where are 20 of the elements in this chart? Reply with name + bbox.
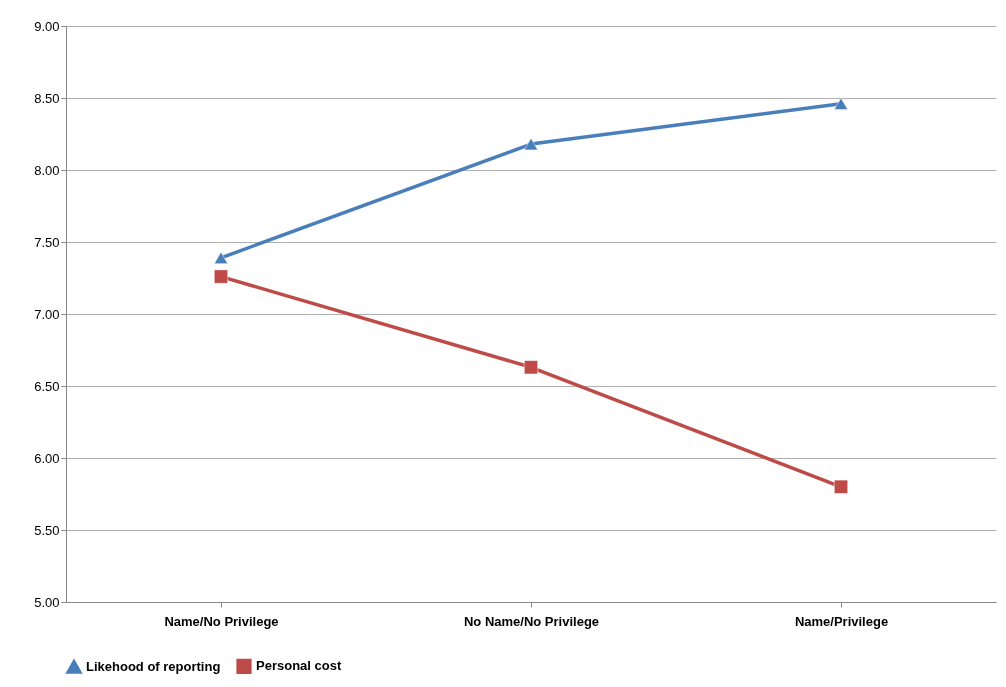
point — [524, 360, 538, 375]
x-tick-label: No Name/No Privilege — [463, 613, 600, 629]
legend-label: Likehood of reporting — [86, 658, 221, 674]
point — [214, 269, 228, 284]
y-tick-label: 5.50 — [34, 522, 60, 538]
point — [834, 479, 848, 494]
y-tick-label: 6.50 — [34, 378, 60, 394]
point — [524, 138, 538, 151]
y-tick-label: 7.00 — [34, 306, 60, 322]
y-tick-label: 6.00 — [34, 450, 60, 466]
point — [214, 251, 228, 264]
point — [834, 97, 848, 110]
y-tick-label: 8.50 — [34, 90, 60, 106]
x-tick-label: Name/Privilege — [794, 613, 889, 629]
y-tick-label: 7.50 — [34, 234, 60, 250]
y-tick-label: 9.00 — [34, 18, 60, 34]
legend-label: Personal cost — [256, 658, 342, 674]
x-tick-label: Name/No Privilege — [164, 613, 279, 629]
y-tick-label: 8.00 — [34, 162, 60, 178]
y-tick-label: 5.00 — [34, 594, 60, 610]
